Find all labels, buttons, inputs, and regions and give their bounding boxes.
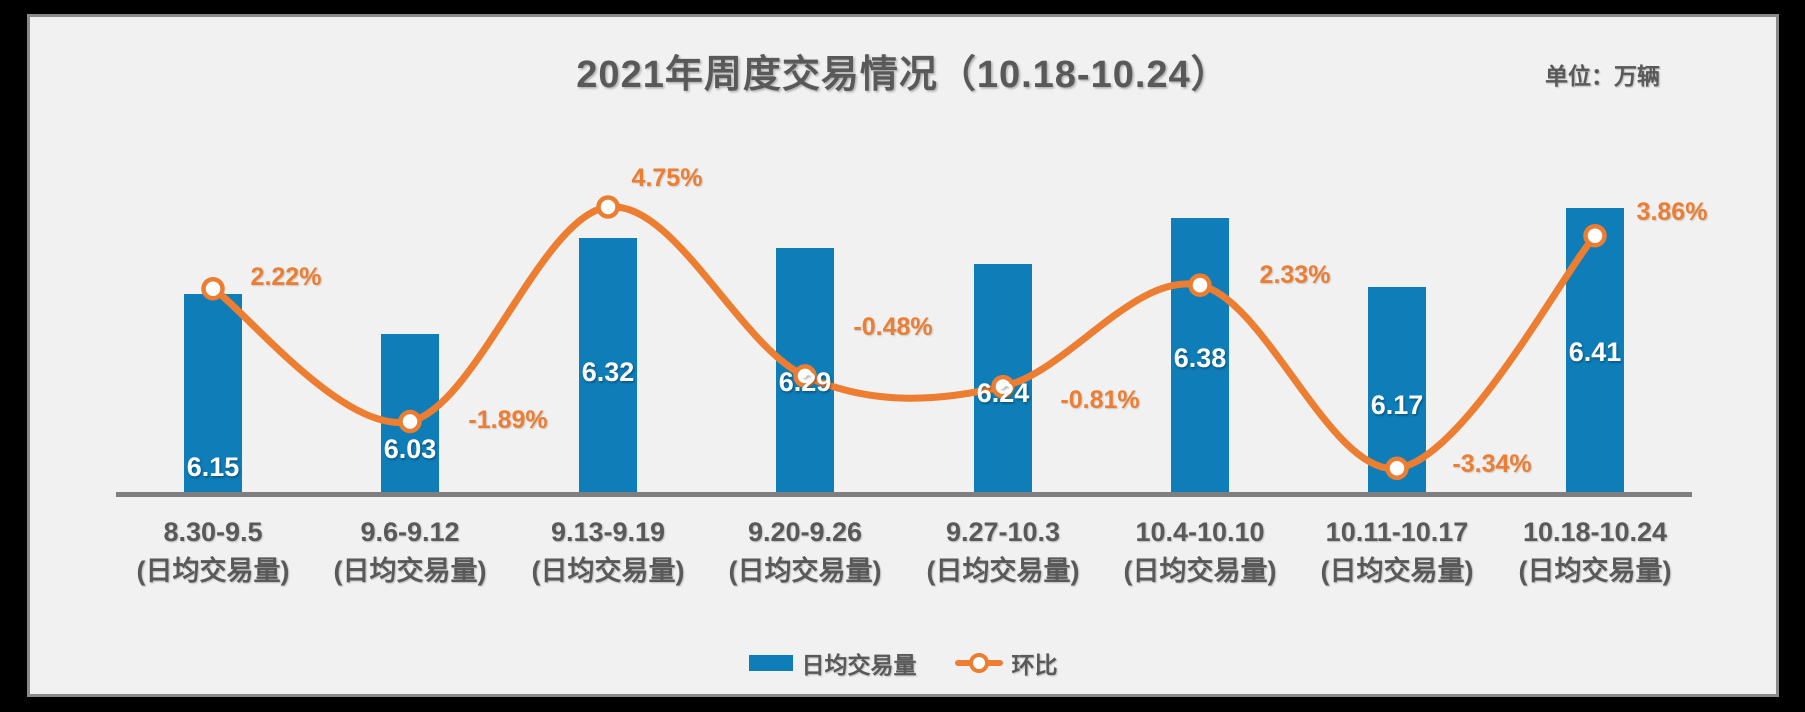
x-axis-label-week: 9.27-10.3	[945, 517, 1061, 547]
x-axis-label-week: 10.4-10.10	[1135, 517, 1265, 547]
bar-value-label: 6.41	[1568, 337, 1622, 367]
line-value-label: 4.75%	[631, 164, 703, 192]
x-axis-label-week: 9.13-9.19	[550, 517, 666, 547]
legend-label-bar-series: 日均交易量	[801, 652, 917, 678]
bar-value-label: 6.24	[976, 378, 1030, 408]
x-axis-label-week: 9.20-9.26	[747, 517, 863, 547]
line-value-label: 3.86%	[1636, 198, 1708, 226]
x-axis-label-week: 9.6-9.12	[360, 517, 460, 547]
line-value-label: 2.22%	[250, 263, 322, 291]
line-value-label: -3.34%	[1452, 450, 1532, 478]
x-axis-label-week: 10.11-10.17	[1325, 517, 1469, 547]
chart-title: 2021年周度交易情况（10.18-10.24）	[576, 54, 1230, 96]
bar-value-label: 6.38	[1173, 343, 1227, 373]
x-axis-label: 10.11-10.17 (日均交易量)	[1282, 513, 1512, 591]
bar-value-label: 6.32	[581, 357, 635, 387]
x-axis-label: 9.27-10.3 (日均交易量)	[888, 513, 1118, 591]
line-value-label: -0.81%	[1060, 386, 1140, 414]
line-value-label: -0.48%	[853, 313, 933, 341]
legend-label-line-series: 环比	[1011, 652, 1058, 678]
x-axis-label: 10.18-10.24 (日均交易量)	[1480, 513, 1710, 591]
line-series-swatch	[954, 653, 1003, 673]
x-axis-label: 9.13-9.19 (日均交易量)	[493, 513, 723, 591]
bar-series-swatch	[748, 655, 793, 671]
x-axis-label-sub: (日均交易量)	[333, 556, 487, 586]
x-axis-label-week: 10.18-10.24	[1522, 517, 1668, 547]
unit-label: 单位：万辆	[1545, 63, 1660, 89]
line-value-label: 2.33%	[1259, 261, 1331, 289]
x-axis-label: 8.30-9.5 (日均交易量)	[98, 513, 328, 591]
x-axis-label-sub: (日均交易量)	[136, 556, 290, 586]
legend: 日均交易量 环比	[30, 646, 1776, 680]
bar-value-label: 6.17	[1370, 390, 1424, 420]
bar-value-label: 6.15	[186, 452, 240, 482]
x-axis-label-week: 8.30-9.5	[163, 517, 263, 547]
x-axis-label: 9.20-9.26 (日均交易量)	[690, 513, 920, 591]
x-axis-line	[116, 492, 1692, 497]
legend-item-line-series: 环比	[954, 646, 1058, 680]
line-marker-icon	[596, 195, 620, 219]
line-series-layer	[201, 195, 1607, 481]
chart-panel: 2021年周度交易情况（10.18-10.24） 单位：万辆 8.30-9.5 (…	[27, 14, 1779, 697]
line-value-label: -1.89%	[468, 406, 548, 434]
x-axis-label-sub: (日均交易量)	[728, 556, 882, 586]
legend-line-marker-icon	[968, 653, 989, 673]
x-axis-label: 9.6-9.12 (日均交易量)	[295, 513, 525, 591]
x-axis-label: 10.4-10.10 (日均交易量)	[1085, 513, 1315, 591]
bar-value-label: 6.29	[778, 367, 832, 397]
x-axis-label-sub: (日均交易量)	[1123, 556, 1277, 586]
x-axis-label-sub: (日均交易量)	[1320, 556, 1474, 586]
x-axis-label-sub: (日均交易量)	[926, 556, 1080, 586]
bar-value-label: 6.03	[383, 434, 437, 464]
x-axis-label-sub: (日均交易量)	[531, 556, 685, 586]
legend-item-bar-series: 日均交易量	[748, 646, 917, 680]
x-axis-label-sub: (日均交易量)	[1518, 556, 1672, 586]
